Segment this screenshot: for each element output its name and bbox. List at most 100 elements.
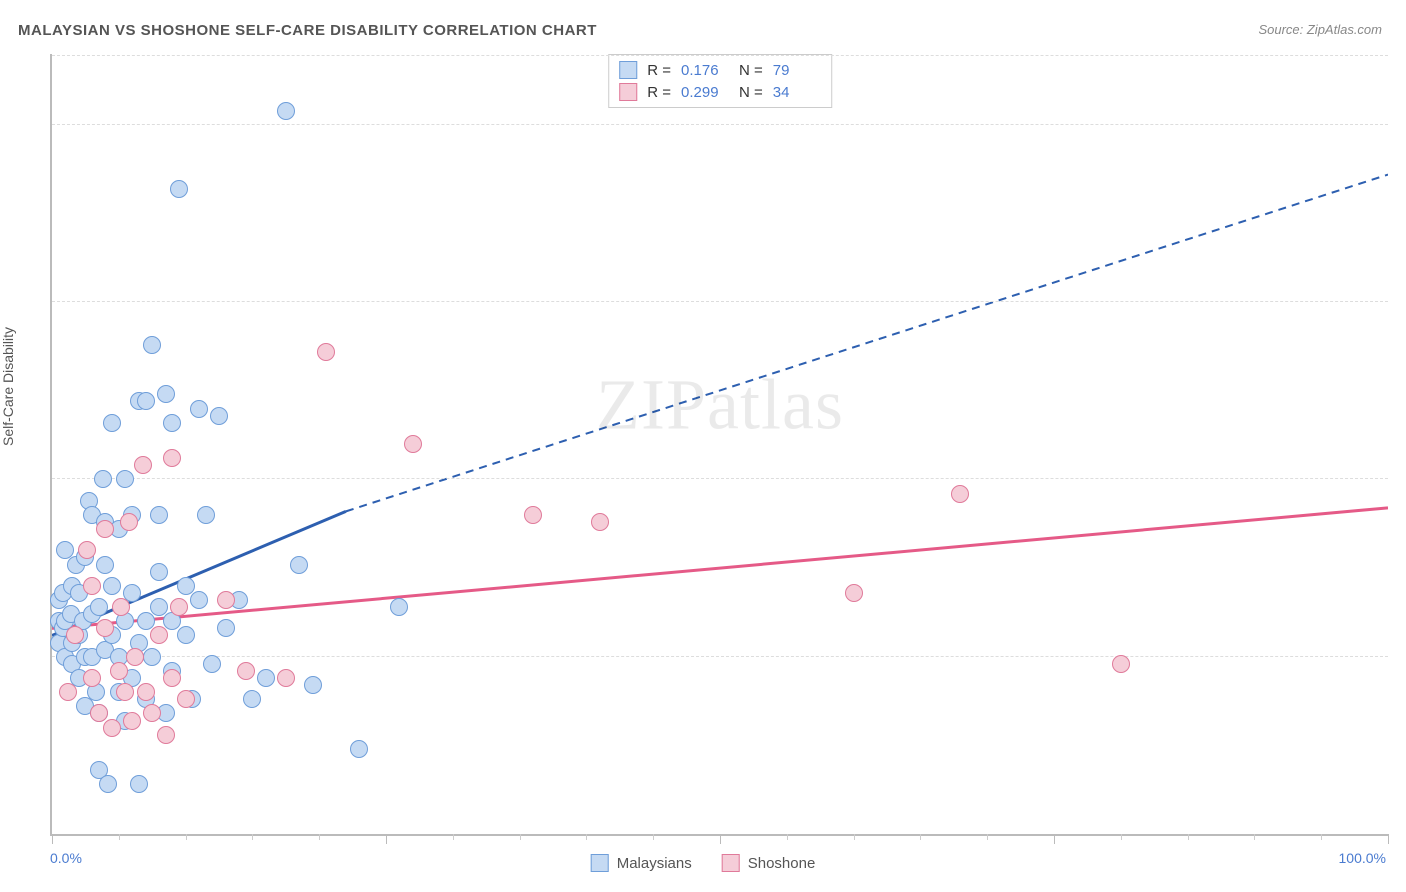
scatter-point (96, 520, 114, 538)
stats-legend-row: R =0.176N =79 (619, 59, 821, 81)
scatter-point (190, 591, 208, 609)
y-tick-label: 2.5% (1398, 633, 1406, 649)
stat-r-label: R = (647, 62, 671, 79)
scatter-point (96, 556, 114, 574)
scatter-point (237, 662, 255, 680)
y-tick-label: 7.5% (1398, 278, 1406, 294)
scatter-point (78, 541, 96, 559)
scatter-point (845, 584, 863, 602)
stat-n-label: N = (739, 62, 763, 79)
scatter-point (66, 626, 84, 644)
scatter-point (96, 619, 114, 637)
series-legend: Malaysians Shoshone (591, 854, 816, 872)
scatter-point (116, 470, 134, 488)
scatter-point (591, 513, 609, 531)
scatter-point (143, 704, 161, 722)
watermark-part1: ZIP (596, 365, 707, 445)
scatter-point (170, 598, 188, 616)
legend-swatch (722, 854, 740, 872)
scatter-point (130, 775, 148, 793)
x-tick-minor (854, 834, 855, 840)
x-tick-minor (186, 834, 187, 840)
x-tick-minor (586, 834, 587, 840)
gridline (52, 55, 1388, 56)
stat-r-value: 0.176 (681, 62, 729, 79)
scatter-point (99, 775, 117, 793)
scatter-point (126, 648, 144, 666)
x-tick-minor (252, 834, 253, 840)
scatter-point (163, 414, 181, 432)
scatter-point (1112, 655, 1130, 673)
legend-item: Shoshone (722, 854, 816, 872)
x-tick-minor (520, 834, 521, 840)
scatter-point (404, 435, 422, 453)
scatter-point (257, 669, 275, 687)
x-tick-minor (1121, 834, 1122, 840)
x-tick-major (1054, 834, 1055, 844)
scatter-point (277, 102, 295, 120)
scatter-point (94, 470, 112, 488)
stat-r-value: 0.299 (681, 84, 729, 101)
gridline (52, 656, 1388, 657)
x-tick-minor (1254, 834, 1255, 840)
y-axis-label: Self-Care Disability (0, 327, 16, 446)
scatter-point (157, 385, 175, 403)
scatter-point (83, 577, 101, 595)
scatter-point (203, 655, 221, 673)
legend-swatch (619, 61, 637, 79)
y-tick-label: 10.0% (1398, 101, 1406, 117)
scatter-point (110, 662, 128, 680)
legend-label: Malaysians (617, 855, 692, 872)
x-tick-major (720, 834, 721, 844)
scatter-point (243, 690, 261, 708)
scatter-point (103, 414, 121, 432)
scatter-point (170, 180, 188, 198)
x-tick-minor (1321, 834, 1322, 840)
legend-item: Malaysians (591, 854, 692, 872)
scatter-point (350, 740, 368, 758)
legend-swatch (591, 854, 609, 872)
stat-r-label: R = (647, 84, 671, 101)
x-axis-max-label: 100.0% (1339, 850, 1386, 866)
source-attribution: Source: ZipAtlas.com (1258, 22, 1382, 37)
x-tick-minor (787, 834, 788, 840)
scatter-point (150, 506, 168, 524)
gridline (52, 124, 1388, 125)
stats-legend-row: R =0.299N =34 (619, 81, 821, 103)
scatter-point (163, 669, 181, 687)
scatter-point (150, 626, 168, 644)
scatter-point (83, 669, 101, 687)
scatter-point (143, 336, 161, 354)
scatter-point (150, 598, 168, 616)
scatter-point (163, 449, 181, 467)
scatter-point (390, 598, 408, 616)
scatter-point (217, 591, 235, 609)
stat-n-label: N = (739, 84, 763, 101)
scatter-point (137, 612, 155, 630)
x-axis-min-label: 0.0% (50, 850, 82, 866)
scatter-point (217, 619, 235, 637)
legend-swatch (619, 83, 637, 101)
x-tick-major (386, 834, 387, 844)
x-tick-minor (987, 834, 988, 840)
scatter-point (190, 400, 208, 418)
scatter-point (59, 683, 77, 701)
scatter-point (304, 676, 322, 694)
scatter-point (317, 343, 335, 361)
scatter-point (90, 598, 108, 616)
x-tick-major (52, 834, 53, 844)
x-tick-minor (453, 834, 454, 840)
scatter-point (177, 577, 195, 595)
x-tick-minor (653, 834, 654, 840)
gridline (52, 301, 1388, 302)
scatter-point (210, 407, 228, 425)
source-link[interactable]: ZipAtlas.com (1307, 22, 1382, 37)
scatter-point (524, 506, 542, 524)
y-tick-label: 5.0% (1398, 455, 1406, 471)
x-tick-major (1388, 834, 1389, 844)
x-tick-minor (920, 834, 921, 840)
scatter-point (157, 726, 175, 744)
stats-legend: R =0.176N =79R =0.299N =34 (608, 54, 832, 108)
scatter-point (137, 683, 155, 701)
source-prefix: Source: (1258, 22, 1306, 37)
